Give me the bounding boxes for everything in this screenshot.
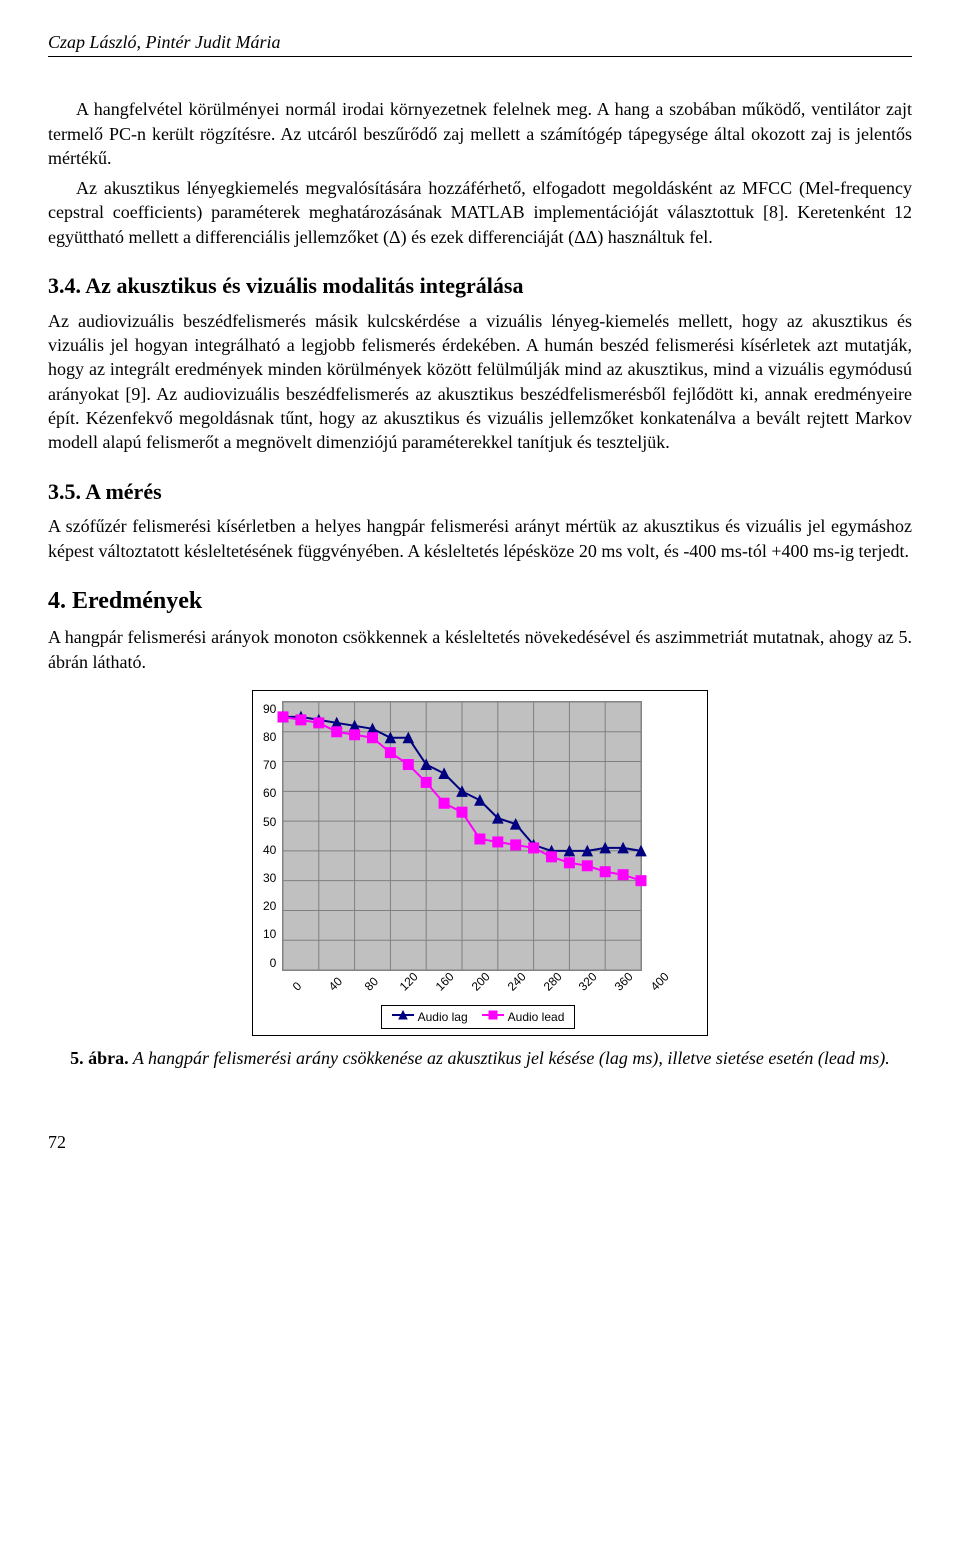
legend-item: Audio lead: [482, 1009, 565, 1025]
paragraph-3-5: A szófűzér felismerési kísérletben a hel…: [48, 514, 912, 563]
x-tick-label: 80: [361, 973, 382, 994]
x-tick-label: 240: [504, 969, 530, 995]
x-axis-ticks: 04080120160200240280320360400: [293, 971, 651, 999]
figure-5: 90 80 70 60 50 40 30 20 10 0 0 40 80 120 160 200 240 280…: [48, 690, 912, 1036]
y-tick-label: 10: [263, 926, 276, 942]
data-series: [283, 702, 641, 970]
legend-item: Audio lag: [392, 1009, 468, 1025]
y-tick-label: 70: [263, 757, 276, 773]
x-tick-label: 360: [611, 969, 637, 995]
paragraph-4: A hangpár felismerési arányok monoton cs…: [48, 625, 912, 674]
y-tick-label: 0: [270, 955, 277, 971]
x-tick-label: 120: [396, 969, 422, 995]
caption-label: 5. ábra.: [70, 1048, 129, 1068]
y-tick-label: 40: [263, 842, 276, 858]
x-tick-label: 200: [468, 969, 494, 995]
y-tick-label: 30: [263, 870, 276, 886]
header-authors: Czap László, Pintér Judit Mária: [48, 30, 912, 54]
header-rule: [48, 56, 912, 57]
heading-3-4: 3.4. Az akusztikus és vizuális modalitás…: [48, 271, 912, 301]
x-tick-label: 320: [575, 969, 601, 995]
plot-area: [282, 701, 642, 971]
x-tick-label: 280: [540, 969, 566, 995]
heading-4: 4. Eredmények: [48, 585, 912, 617]
y-axis-ticks: 90 80 70 60 50 40 30 20 10 0: [263, 701, 282, 971]
chart-legend: Audio lag Audio lead: [381, 1005, 576, 1029]
y-tick-label: 80: [263, 729, 276, 745]
figure-5-caption: 5. ábra. A hangpár felismerési arány csö…: [48, 1046, 912, 1070]
y-tick-label: 60: [263, 785, 276, 801]
chart-container: 90 80 70 60 50 40 30 20 10 0 0 40 80 120 160 200 240 280…: [252, 690, 708, 1036]
heading-3-5: 3.5. A mérés: [48, 477, 912, 507]
x-tick-label: 0: [289, 978, 305, 994]
x-tick-label: 400: [647, 969, 673, 995]
y-tick-label: 50: [263, 814, 276, 830]
y-tick-label: 90: [263, 701, 276, 717]
y-tick-label: 20: [263, 898, 276, 914]
page-number: 72: [48, 1130, 912, 1154]
caption-text: A hangpár felismerési arány csökkenése a…: [129, 1048, 890, 1068]
paragraph-3-4: Az audiovizuális beszédfelismerés másik …: [48, 309, 912, 455]
x-tick-label: 160: [432, 969, 458, 995]
paragraph-1: A hangfelvétel körülményei normál irodai…: [48, 97, 912, 170]
x-tick-label: 40: [325, 973, 346, 994]
paragraph-2: Az akusztikus lényegkiemelés megvalósítá…: [48, 176, 912, 249]
